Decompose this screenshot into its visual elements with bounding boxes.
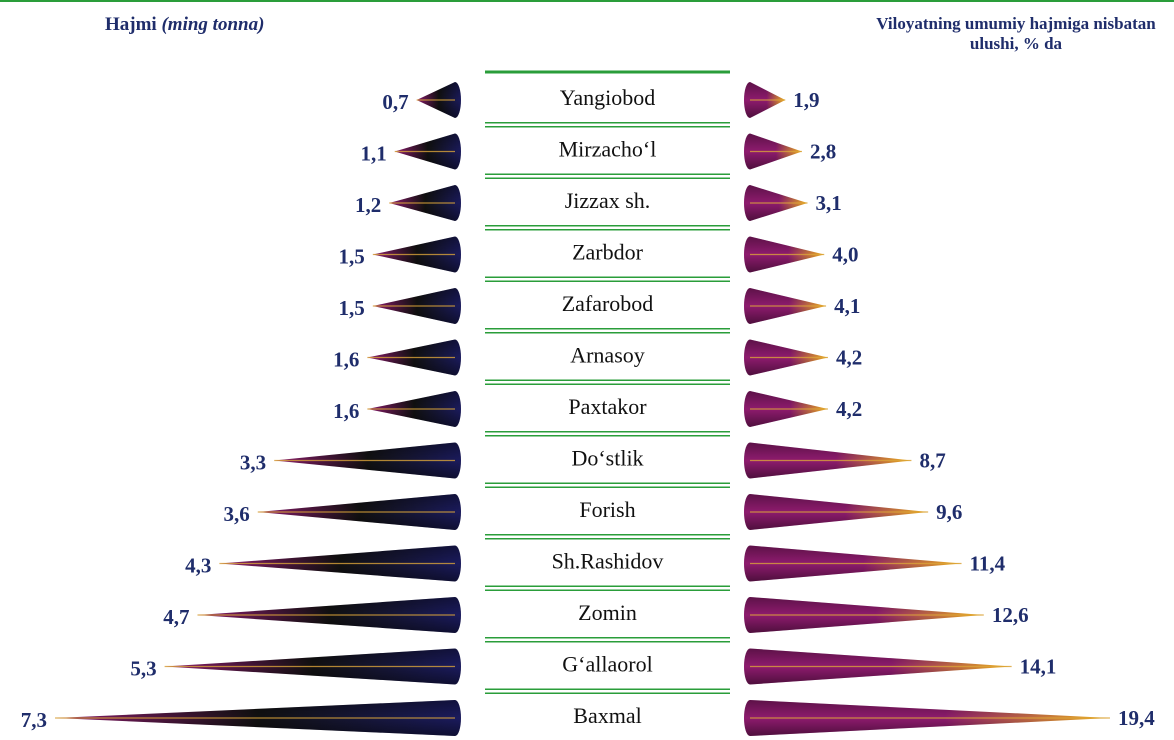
value-label: 3,6 [223, 502, 249, 526]
category-label: Zarbdor [572, 240, 644, 265]
value-label: 1,1 [360, 141, 386, 165]
value-label: 1,5 [339, 244, 365, 268]
value-label: 2,8 [810, 139, 836, 163]
value-label: 5,3 [130, 656, 156, 680]
category-label: Arnasoy [570, 343, 645, 368]
value-label: 1,2 [355, 193, 381, 217]
value-label: 7,3 [21, 708, 47, 732]
value-label: 4,3 [185, 553, 211, 577]
category-label: Yangiobod [560, 85, 656, 110]
value-label: 1,6 [333, 347, 359, 371]
value-label: 3,1 [816, 191, 842, 215]
value-label: 4,7 [163, 605, 189, 629]
value-label: 3,3 [240, 450, 266, 474]
value-label: 4,2 [836, 345, 862, 369]
category-label: Sh.Rashidov [552, 549, 664, 574]
page: {"chart_data": {"type": "cone-butterfly"… [0, 0, 1174, 740]
chart: Yangiobod Mirzacho‘l Jizzax sh. Zarbdor Zafa… [0, 0, 1174, 740]
value-label: 9,6 [936, 500, 962, 524]
category-label: Zafarobod [562, 291, 654, 316]
category-label: Do‘stlik [571, 446, 643, 471]
value-label: 14,1 [1020, 654, 1057, 678]
value-label: 19,4 [1118, 706, 1155, 730]
category-label: Mirzacho‘l [559, 137, 657, 162]
category-label: Zomin [578, 600, 637, 625]
value-label: 1,9 [793, 88, 819, 112]
value-label: 0,7 [382, 90, 408, 114]
value-label: 8,7 [919, 448, 945, 472]
value-label: 4,0 [832, 242, 858, 266]
value-label: 11,4 [970, 551, 1006, 575]
category-label: Forish [579, 497, 635, 522]
value-label: 4,2 [836, 397, 862, 421]
value-label: 12,6 [992, 603, 1029, 627]
category-label: Jizzax sh. [565, 188, 651, 213]
category-label: Paxtakor [568, 394, 647, 419]
value-label: 4,1 [834, 294, 860, 318]
category-label: Baxmal [573, 703, 641, 728]
category-label: G‘allaorol [562, 652, 652, 677]
value-label: 1,5 [339, 296, 365, 320]
value-label: 1,6 [333, 399, 359, 423]
